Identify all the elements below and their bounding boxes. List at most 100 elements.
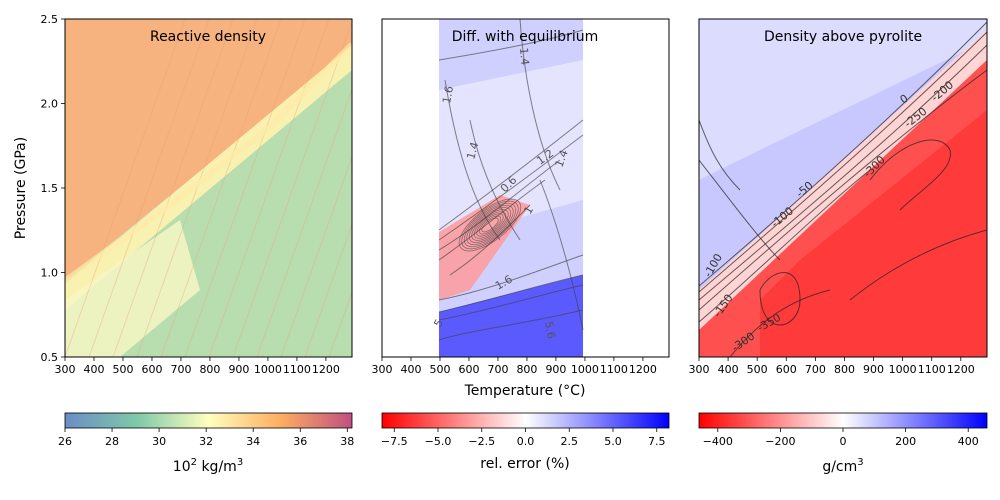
contour-line [208,19,330,357]
error-contours [438,19,584,341]
colorbar-tick-label: 26 [58,435,72,448]
positive-region-light [699,19,987,180]
x-tick-label: 400 [718,363,739,376]
x-tick-label: 1000 [889,363,917,376]
contour-label: 1.4 [553,148,571,169]
contour-line [699,21,987,287]
plot-frame [381,18,670,358]
colorbar-tick-label: −2.5 [468,435,495,448]
colorbar-reactive-density: 26 28 30 32 34 36 38 102 kg/m3 [58,412,354,475]
contour-line [438,134,584,241]
contour-line [438,159,561,251]
y-tick-label: 0.5 [41,351,59,364]
x-axis: 300 400 500 600 700 800 900 1000 1100 1200 [689,357,975,376]
density-contours [699,21,987,357]
panel-title: Reactive density [150,29,266,45]
colorbar-tick-label: 200 [895,435,916,448]
x-tick-label: 400 [400,363,421,376]
panel-reactive-density: Reactive density 0.5 1.0 1.5 2.0 2.5 300 400 5… [13,13,353,376]
x-tick-label: 300 [689,363,710,376]
colorbar-ticks: −400 −200 0 200 400 [703,428,979,448]
x-tick-label: 700 [487,363,508,376]
colorbar-tick-label: 28 [105,435,119,448]
transition-band-inner [65,220,200,357]
x-tick-label: 300 [55,363,76,376]
contour-line [184,19,306,357]
x-tick-label: 600 [458,363,479,376]
colorbar-tick-label: 400 [958,435,979,448]
colorbar-tick-label: 36 [293,435,307,448]
contour-ring [478,215,502,235]
colorbar-tick-label: −400 [703,435,733,448]
plot-frame [698,18,988,358]
colorbar-tick-label: −200 [765,435,795,448]
x-tick-label: 1200 [947,363,975,376]
y-tick-label: 1.0 [41,267,59,280]
x-tick-label: 800 [834,363,855,376]
contour-line [438,309,584,341]
contour-line [699,31,987,293]
contour-label: 5.6 [542,320,558,339]
colorbar-tick-label: 38 [340,435,354,448]
contour-line [519,19,561,191]
x-axis: 300 400 500 600 700 800 900 1000 1100 1200 [55,357,340,376]
x-axis: 300 400 500 600 700 800 900 1000 1100 1200 [372,357,657,376]
transition-boundary [65,42,352,284]
contour-line [699,119,741,191]
colorbar-tick-label: 32 [199,435,213,448]
x-tick-label: 500 [429,363,450,376]
panel-density-above-pyrolite: 0 -200 -250 -300 -50 -100 -150 -100 -350… [689,18,988,376]
contour-line [444,79,501,241]
contour-line [699,169,871,323]
negative-error-region [439,195,530,300]
x-tick-label: 1200 [312,363,340,376]
contour-label: 1.4 [517,47,531,66]
x-tick-label: 700 [805,363,826,376]
x-tick-label: 300 [372,363,393,376]
strong-negative-region [760,110,987,357]
x-tick-label: 1200 [629,363,657,376]
contour-line [112,19,234,357]
no-data-left [382,19,439,357]
contour-line [539,179,584,331]
colorbar-tick-label: 0 [840,435,847,448]
contour-line [136,19,258,357]
colorbar-label: 102 kg/m3 [173,457,243,475]
contour-line [449,204,531,276]
contour-line [729,289,831,357]
x-tick-label: 500 [112,363,133,376]
x-tick-label: 1000 [254,363,282,376]
x-tick-label: 900 [545,363,566,376]
colorbar [64,412,353,429]
contour-line [759,272,801,326]
contour-line [280,155,352,357]
contour-ring [461,200,519,250]
x-tick-label: 1100 [283,363,311,376]
y-axis-label: Pressure (GPa) [13,137,29,239]
colorbar-tick-label: 0.0 [517,435,535,448]
x-tick-label: 400 [83,363,104,376]
strong-positive-region [439,275,583,357]
x-tick-label: 800 [516,363,537,376]
colorbar [698,412,988,429]
contour-line [328,290,352,357]
y-axis: 0.5 1.0 1.5 2.0 2.5 [41,13,65,364]
contour-line [88,19,210,357]
contour-line [469,119,521,241]
contour-line [304,223,352,357]
colorbar [381,412,670,429]
contour-line [438,274,584,313]
colorbar-tick-label: −5.0 [425,435,452,448]
contour-line [438,29,584,61]
contour-line [438,179,546,261]
contour-ring [473,211,507,239]
y-tick-label: 1.5 [41,182,59,195]
contour-line [699,69,987,311]
x-tick-label: 1100 [600,363,628,376]
colorbar-ticks: −7.5 −5.0 −2.5 0.0 2.5 5.0 7.5 [381,428,666,448]
colorbar-label: rel. error (%) [480,456,569,472]
x-tick-label: 500 [747,363,768,376]
contour-ring [481,217,499,233]
panel-title: Density above pyrolite [764,29,922,45]
contour-label: 1.6 [440,85,456,104]
